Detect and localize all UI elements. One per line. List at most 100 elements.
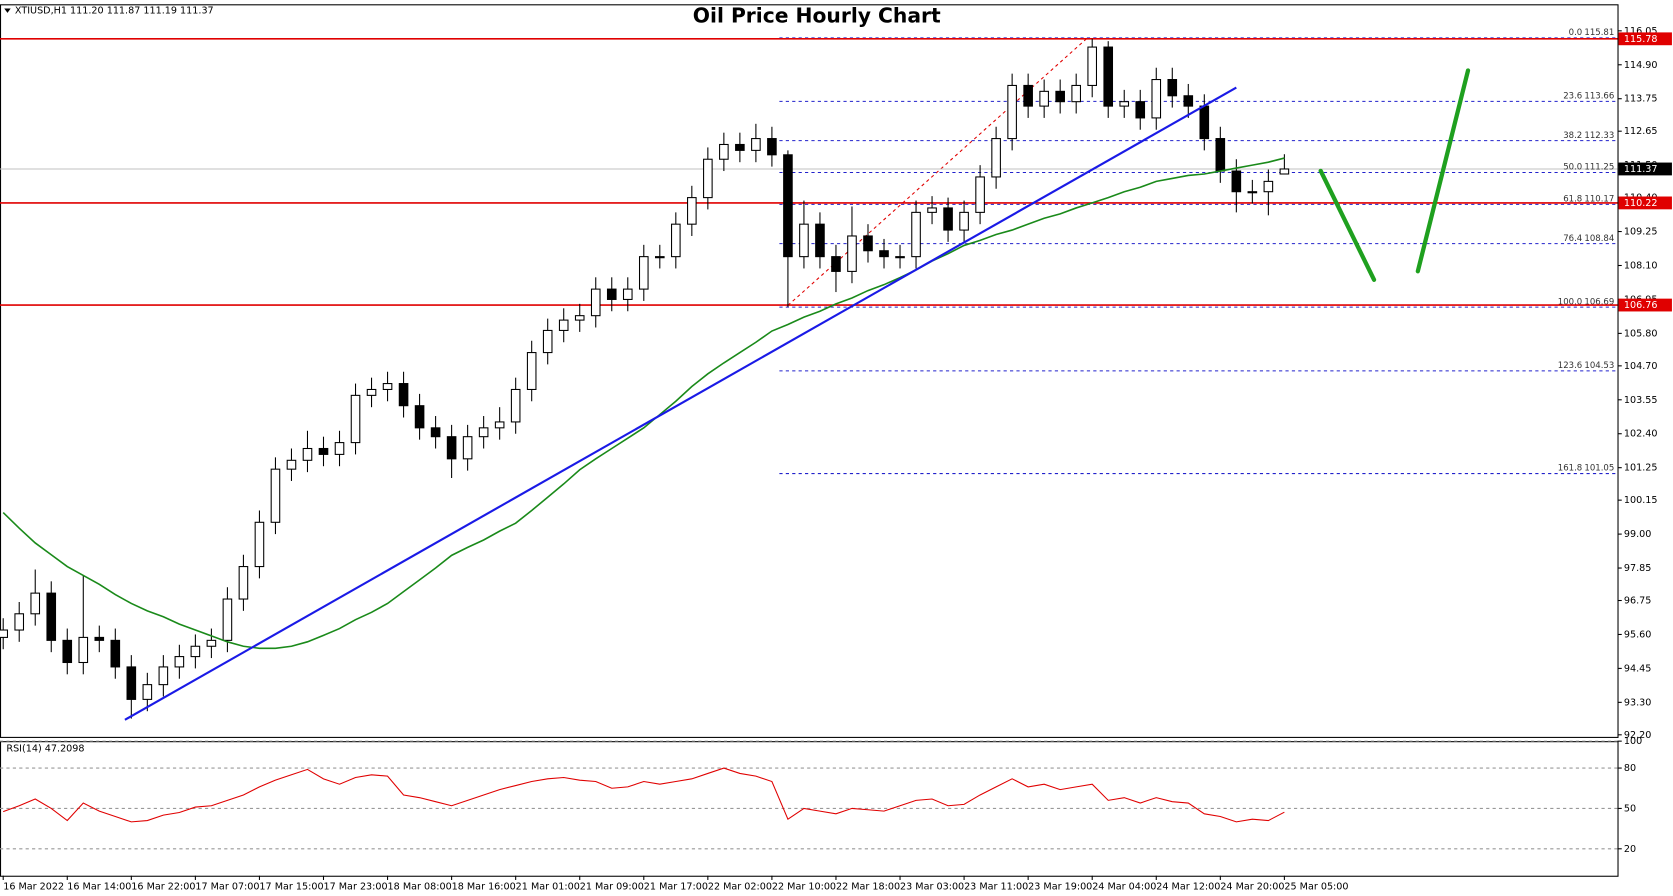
candle-body	[735, 143, 745, 151]
y-tick-label: 105.80	[1624, 328, 1658, 339]
x-tick-label: 25 Mar 05:00	[1284, 881, 1348, 892]
x-tick-label: 16 Mar 2022	[3, 881, 64, 892]
candle-body	[1183, 95, 1194, 107]
candle-body	[975, 176, 985, 213]
candle-body	[1247, 191, 1258, 194]
y-tick-label: 103.55	[1624, 395, 1658, 406]
candle-body	[1087, 46, 1098, 86]
candle-body	[799, 223, 809, 258]
candle-body	[286, 459, 297, 470]
candle-body	[238, 566, 249, 600]
price-panel-frame	[0, 4, 1619, 738]
candle-body	[462, 436, 473, 460]
candle-body	[783, 154, 793, 258]
y-tick-label: 104.70	[1624, 361, 1658, 372]
candle-body	[622, 288, 633, 300]
y-tick-label: 80	[1624, 763, 1636, 774]
candle-body	[863, 235, 873, 252]
candle-body	[398, 383, 409, 407]
x-tick-label: 17 Mar 15:00	[259, 881, 323, 892]
candle-body	[847, 235, 857, 272]
candle-body	[46, 592, 57, 641]
moving-average	[2, 157, 1285, 650]
x-tick-label: 24 Mar 12:00	[1156, 881, 1220, 892]
candle-body	[1151, 79, 1162, 119]
fib-ratio: 38.2	[1563, 131, 1582, 141]
x-tick-label: 21 Mar 01:00	[516, 881, 580, 892]
fib-price: 106.69	[1584, 297, 1614, 307]
candle-body	[126, 666, 137, 700]
fib-ratio: 100.0	[1558, 297, 1582, 307]
y-tick-label: 116.05	[1624, 26, 1658, 37]
level-price-label: 115.78	[1624, 34, 1658, 45]
candle-body	[1231, 170, 1242, 193]
y-tick-label: 100.15	[1624, 495, 1658, 506]
level-price-box	[1618, 32, 1672, 46]
fib-ratio: 0.0	[1569, 28, 1583, 38]
fib-ratio: 123.6	[1558, 361, 1582, 371]
level-price-label: 106.76	[1624, 300, 1658, 311]
candle-body	[494, 421, 505, 429]
candle-body	[1215, 138, 1226, 172]
x-tick-label: 22 Mar 10:00	[772, 881, 836, 892]
candle-body	[1103, 46, 1114, 107]
x-tick-label: 18 Mar 16:00	[452, 881, 516, 892]
candle-body	[0, 629, 9, 638]
fib-ratio: 61.8	[1563, 195, 1582, 205]
candle-body	[542, 329, 553, 354]
candle-body	[895, 256, 905, 259]
fib-price: 111.25	[1584, 163, 1614, 173]
y-tick-label: 109.25	[1624, 227, 1658, 238]
x-tick-label: 17 Mar 23:00	[323, 881, 387, 892]
fib-price: 115.81	[1584, 28, 1614, 38]
candle-body	[719, 143, 729, 160]
fib-ratio: 76.4	[1563, 234, 1582, 244]
x-tick-label: 21 Mar 09:00	[580, 881, 644, 892]
candle-body	[943, 207, 953, 231]
y-tick-label: 97.85	[1624, 563, 1652, 574]
candle-body	[446, 436, 457, 460]
candle-body	[959, 211, 969, 231]
x-tick-label: 23 Mar 11:00	[964, 881, 1028, 892]
candle-body	[751, 138, 761, 151]
candle-body	[1055, 90, 1065, 103]
candle-body	[1279, 168, 1290, 175]
rsi-title: RSI(14) 47.2098	[6, 744, 84, 755]
candle-body	[831, 256, 841, 272]
x-tick-label: 21 Mar 17:00	[644, 881, 708, 892]
candle-body	[270, 468, 281, 523]
x-tick-label: 17 Mar 07:00	[195, 881, 259, 892]
last-price-box	[1618, 162, 1672, 176]
x-tick-label: 22 Mar 02:00	[708, 881, 772, 892]
y-tick-label: 101.25	[1624, 463, 1658, 474]
y-tick-label: 94.45	[1624, 663, 1652, 674]
y-tick-label: 92.20	[1624, 730, 1652, 741]
candle-body	[991, 138, 1001, 178]
level-price-box	[1618, 298, 1672, 312]
candle-body	[1199, 105, 1210, 140]
fib-ratio: 23.6	[1563, 92, 1582, 102]
candle-body	[703, 158, 713, 199]
candle-body	[927, 207, 937, 213]
fib-price: 108.84	[1584, 234, 1614, 244]
axis-overlay: 92.20 93.30 94.45 95.60 96.75 97.85 99.00 100.1…	[2, 26, 1672, 892]
y-tick-label: 50	[1624, 803, 1636, 814]
candle-body	[142, 684, 153, 700]
candle-body	[1263, 180, 1274, 193]
candle-body	[1119, 101, 1130, 107]
candle-body	[815, 223, 825, 258]
x-tick-label: 16 Mar 22:00	[131, 881, 195, 892]
candle-body	[302, 447, 313, 461]
candle-body	[190, 645, 201, 658]
fib-ratio: 50.0	[1563, 163, 1582, 173]
y-tick-label: 108.10	[1624, 260, 1658, 271]
y-tick-label: 93.30	[1624, 697, 1652, 708]
candle-body	[1167, 79, 1178, 97]
fib-price: 104.53	[1584, 361, 1614, 371]
arrow-up	[1415, 68, 1471, 274]
trend-line	[124, 86, 1237, 721]
y-tick-label: 96.75	[1624, 596, 1652, 607]
